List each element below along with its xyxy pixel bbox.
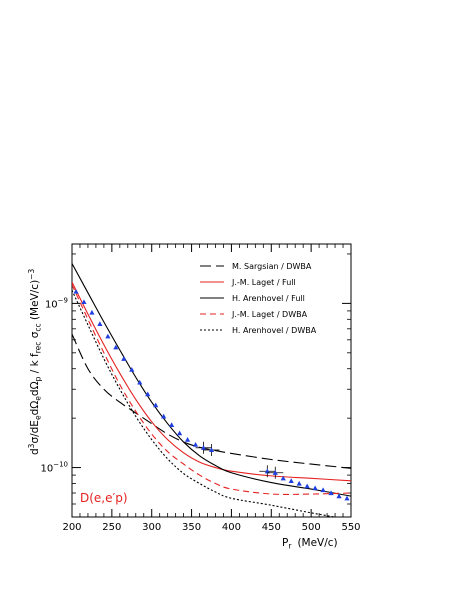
legend-label-1: M. Sargsian / DWBA (232, 262, 312, 271)
y-axis-title: d3σ/dEedΩedΩp / k frec σcc (MeV/c)−3 (27, 269, 43, 455)
x-tick-label: 350 (182, 522, 201, 533)
x-tick-label: 300 (142, 522, 161, 533)
x-tick-label: 400 (222, 522, 241, 533)
tick-labels: 200 250 300 350 400 450 500 550 10−10 10−9 (40, 296, 360, 533)
data-point (312, 485, 318, 491)
series-line-1 (72, 333, 351, 469)
data-point (200, 445, 207, 450)
y-tick-label: 10−10 (40, 461, 68, 475)
data-point (81, 299, 87, 305)
data-point (113, 344, 119, 350)
x-tick-label: 500 (302, 522, 321, 533)
series-line-2 (72, 281, 351, 482)
series-line-3 (72, 263, 351, 497)
data-point (153, 402, 159, 408)
data-point (296, 480, 302, 486)
x-axis-title-main: P (282, 537, 288, 549)
legend: M. Sargsian / DWBA J.-M. Laget / Full H. A… (200, 262, 317, 335)
legend-label-5: H. Arenhovel / DWBA (232, 326, 317, 335)
data-point (192, 442, 199, 447)
x-axis-title: Pr (MeV/c) (282, 537, 338, 551)
data-points-layer (73, 288, 350, 501)
series-line-5 (72, 290, 338, 517)
x-tick-label: 450 (262, 522, 281, 533)
data-point (280, 475, 286, 481)
data-point (89, 309, 95, 315)
data-point (336, 493, 342, 499)
data-point (264, 468, 270, 474)
series-line-4 (72, 284, 351, 495)
data-point (169, 422, 175, 427)
data-point (304, 483, 310, 489)
legend-label-4: J.-M. Laget / DWBA (231, 310, 308, 319)
plot-frame (71, 243, 352, 518)
data-point (288, 478, 294, 483)
x-tick-label: 200 (62, 522, 81, 533)
data-point (145, 391, 151, 397)
series-layer (72, 263, 351, 517)
y-tick-label: 10−9 (45, 296, 68, 310)
x-tick-label: 550 (341, 522, 360, 533)
data-point (328, 490, 334, 496)
data-point (320, 487, 326, 493)
reaction-annotation: D(e,e′p) (80, 491, 128, 505)
axis-ticks (71, 244, 352, 517)
legend-label-3: H. Arenhovel / Full (232, 294, 305, 303)
data-point (208, 447, 215, 453)
legend-label-2: J.-M. Laget / Full (231, 278, 296, 287)
data-point (184, 437, 191, 442)
data-point (105, 333, 111, 339)
data-point (121, 356, 127, 361)
data-point (73, 288, 79, 294)
x-axis-title-sub: r (288, 542, 292, 551)
x-tick-label: 250 (102, 522, 121, 533)
data-point (129, 367, 135, 372)
data-point (161, 413, 167, 419)
data-point (344, 495, 350, 501)
data-point (137, 379, 143, 385)
data-point (97, 321, 103, 326)
data-point (177, 430, 183, 436)
data-point (272, 470, 278, 475)
x-axis-title-units: (MeV/c) (297, 537, 337, 549)
